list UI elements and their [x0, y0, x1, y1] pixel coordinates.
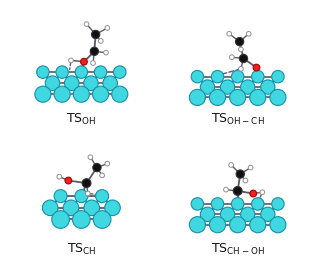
- Circle shape: [82, 179, 91, 188]
- Circle shape: [90, 47, 99, 55]
- Circle shape: [93, 164, 101, 172]
- Circle shape: [253, 64, 260, 71]
- Circle shape: [75, 190, 88, 203]
- Circle shape: [94, 66, 107, 78]
- Circle shape: [243, 178, 248, 183]
- Circle shape: [92, 30, 100, 39]
- Text: TS$_{\mathregular{CH}}$: TS$_{\mathregular{CH}}$: [67, 242, 96, 257]
- Circle shape: [248, 165, 253, 170]
- Circle shape: [210, 89, 226, 105]
- Circle shape: [104, 50, 108, 55]
- Circle shape: [231, 70, 244, 83]
- Circle shape: [189, 217, 205, 233]
- Circle shape: [239, 47, 243, 52]
- Circle shape: [252, 198, 264, 210]
- Circle shape: [112, 86, 128, 102]
- Circle shape: [231, 198, 244, 210]
- Circle shape: [54, 86, 70, 102]
- Circle shape: [81, 58, 87, 65]
- Circle shape: [250, 217, 266, 233]
- Circle shape: [57, 174, 62, 179]
- Circle shape: [250, 190, 256, 197]
- Circle shape: [261, 80, 275, 94]
- Circle shape: [72, 211, 90, 228]
- Circle shape: [189, 89, 205, 105]
- Circle shape: [93, 211, 111, 228]
- Circle shape: [241, 207, 255, 222]
- Circle shape: [236, 170, 244, 178]
- Circle shape: [229, 163, 234, 167]
- Circle shape: [235, 37, 244, 46]
- Circle shape: [37, 66, 49, 78]
- Circle shape: [200, 207, 215, 222]
- Circle shape: [191, 198, 204, 210]
- Circle shape: [246, 32, 251, 36]
- Circle shape: [272, 198, 284, 210]
- Circle shape: [91, 61, 95, 65]
- Circle shape: [54, 190, 67, 203]
- Circle shape: [35, 86, 51, 102]
- Circle shape: [210, 217, 226, 233]
- Circle shape: [63, 200, 79, 216]
- Text: TS$_{\mathregular{OH}}$: TS$_{\mathregular{OH}}$: [66, 112, 96, 127]
- Circle shape: [211, 198, 224, 210]
- Circle shape: [99, 39, 103, 43]
- Circle shape: [69, 58, 73, 63]
- Circle shape: [239, 54, 248, 63]
- Circle shape: [42, 200, 58, 216]
- Circle shape: [96, 190, 108, 203]
- Circle shape: [260, 190, 265, 195]
- Circle shape: [56, 66, 68, 78]
- Circle shape: [103, 76, 117, 90]
- Circle shape: [270, 89, 286, 105]
- Circle shape: [220, 80, 235, 94]
- Circle shape: [88, 155, 93, 160]
- Circle shape: [84, 76, 98, 90]
- Circle shape: [100, 173, 104, 178]
- Circle shape: [200, 80, 215, 94]
- Circle shape: [64, 76, 79, 90]
- Circle shape: [93, 86, 108, 102]
- Circle shape: [261, 207, 275, 222]
- Circle shape: [52, 211, 70, 228]
- Circle shape: [239, 67, 243, 71]
- Circle shape: [252, 70, 264, 83]
- Circle shape: [45, 76, 60, 90]
- Circle shape: [250, 89, 266, 105]
- Circle shape: [272, 70, 284, 83]
- Circle shape: [220, 207, 235, 222]
- Circle shape: [270, 217, 286, 233]
- Text: TS$_{\mathregular{OH-CH}}$: TS$_{\mathregular{OH-CH}}$: [211, 112, 264, 127]
- Circle shape: [233, 187, 242, 195]
- Circle shape: [84, 200, 100, 216]
- Circle shape: [230, 89, 246, 105]
- Circle shape: [227, 32, 232, 36]
- Circle shape: [105, 200, 120, 216]
- Text: TS$_{\mathregular{CH-OH}}$: TS$_{\mathregular{CH-OH}}$: [211, 242, 264, 257]
- Circle shape: [241, 80, 255, 94]
- Circle shape: [114, 66, 126, 78]
- Circle shape: [73, 86, 89, 102]
- Circle shape: [65, 177, 72, 184]
- Circle shape: [85, 191, 90, 196]
- Circle shape: [105, 161, 110, 166]
- Circle shape: [224, 187, 228, 192]
- Circle shape: [191, 70, 204, 83]
- Circle shape: [84, 22, 89, 26]
- Circle shape: [211, 70, 224, 83]
- Circle shape: [230, 217, 246, 233]
- Circle shape: [75, 66, 88, 78]
- Circle shape: [105, 26, 110, 30]
- Circle shape: [229, 55, 234, 60]
